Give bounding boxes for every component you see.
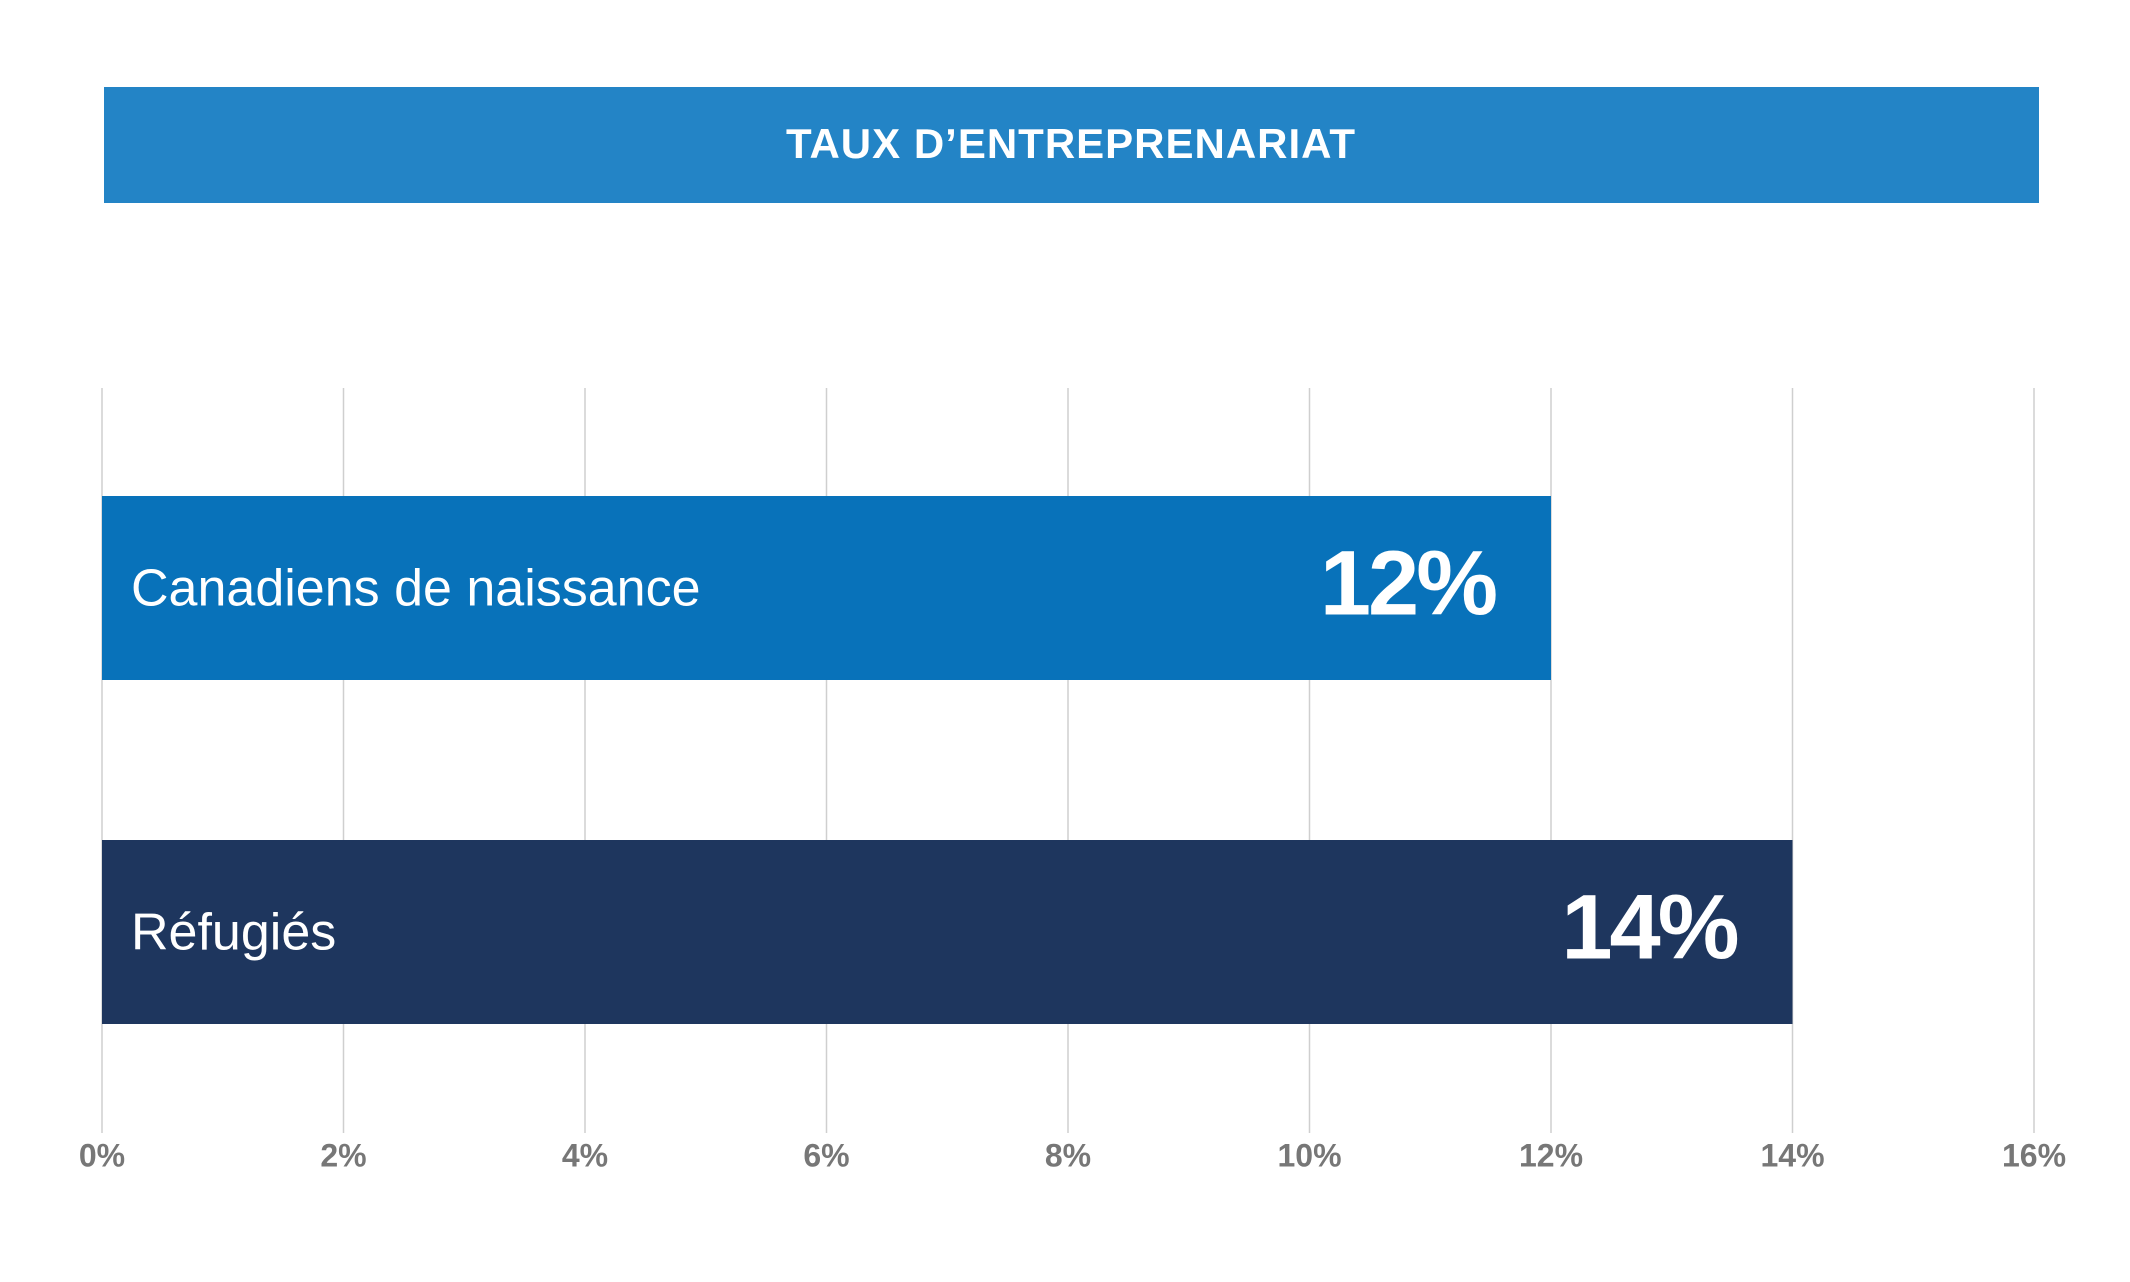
x-tick-label: 2% — [320, 1137, 366, 1173]
chart-title: TAUX D’ENTREPRENARIAT — [786, 120, 1356, 167]
title-bar — [104, 87, 2039, 203]
value-label: 14% — [1561, 876, 1737, 978]
x-tick-label: 16% — [2002, 1137, 2066, 1173]
value-label: 12% — [1320, 532, 1496, 634]
x-tick-label: 6% — [803, 1137, 849, 1173]
x-tick-label: 0% — [79, 1137, 125, 1173]
x-tick-label: 8% — [1045, 1137, 1091, 1173]
x-tick-label: 12% — [1519, 1137, 1583, 1173]
x-tick-label: 4% — [562, 1137, 608, 1173]
category-label: Canadiens de naissance — [131, 560, 701, 618]
x-tick-label: 14% — [1760, 1137, 1824, 1173]
x-tick-label: 10% — [1277, 1137, 1341, 1173]
bar — [102, 840, 1793, 1024]
category-label: Réfugiés — [131, 904, 336, 962]
bar — [102, 496, 1551, 680]
